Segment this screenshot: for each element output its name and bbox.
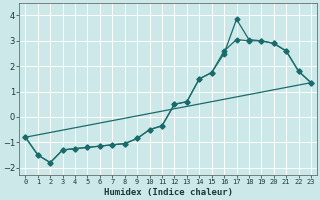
- X-axis label: Humidex (Indice chaleur): Humidex (Indice chaleur): [104, 188, 233, 197]
